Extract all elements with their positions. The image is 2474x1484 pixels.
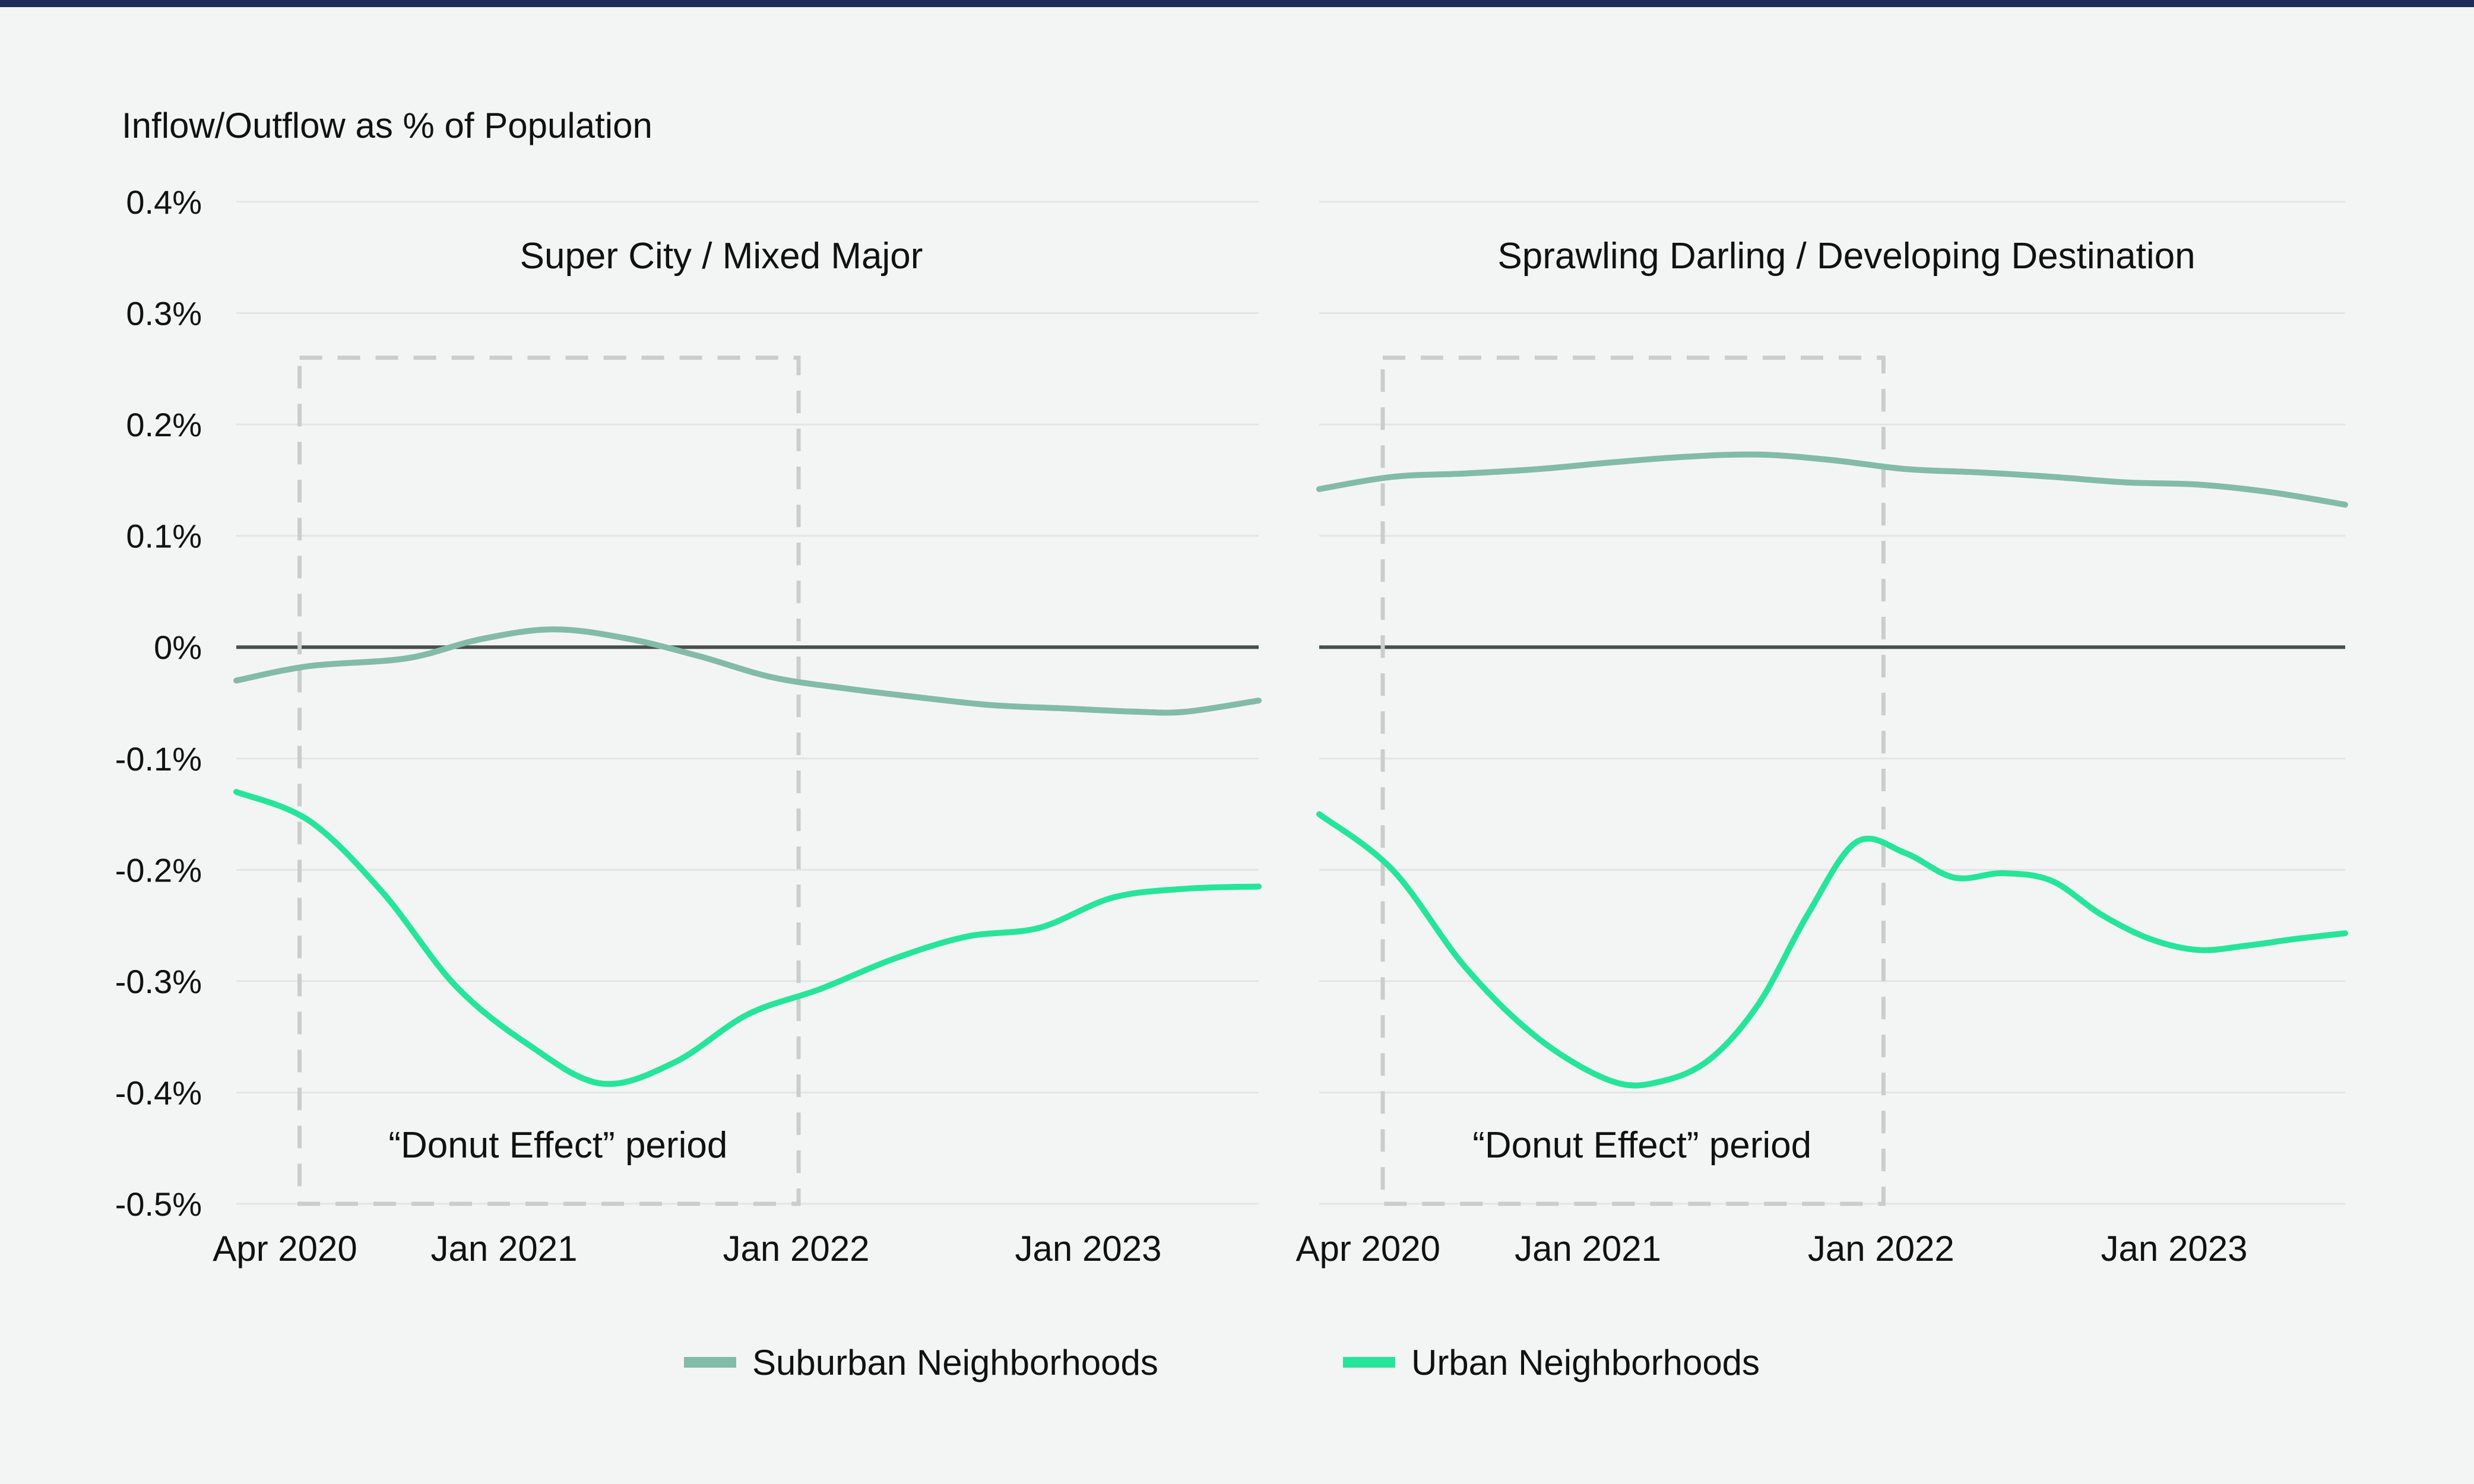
x-tick-label: Jan 2022 [1808,1229,1955,1269]
donut-effect-label: “Donut Effect” period [388,1125,727,1166]
top-accent-bar [0,0,2474,7]
legend-label: Urban Neighborhoods [1411,1343,1760,1382]
y-tick-label: 0.2% [126,406,202,443]
x-tick-label: Jan 2022 [723,1229,870,1269]
y-tick-label: -0.1% [115,740,202,778]
chart-title: Sprawling Darling / Developing Destinati… [1497,236,2195,277]
chart-title: Super City / Mixed Major [520,236,923,277]
donut-effect-label: “Donut Effect” period [1472,1125,1811,1166]
donut-effect-box [1380,356,1886,1206]
y-tick-label: -0.3% [115,963,202,1000]
y-tick-label: 0.3% [126,295,202,332]
x-tick-label: Jan 2023 [2101,1229,2248,1269]
y-tick-label: 0.4% [126,183,202,221]
y-tick-label: -0.2% [115,851,202,889]
chart-panel-1: 0.4% 0.3% 0.2% 0.1% 0% -0.1% -0.2% -0.3% -0.4% -0… [115,183,1262,1269]
x-tick-label: Jan 2021 [431,1229,578,1269]
y-tick-label: 0.1% [126,518,202,555]
series-line-urban-neighborhoods [1316,811,2348,1089]
donut-effect-box [297,356,801,1206]
y-tick-label: 0% [154,629,202,666]
x-tick-label: Jan 2023 [1015,1229,1162,1269]
series-line-urban-neighborhoods [233,789,1262,1087]
legend-label: Suburban Neighborhoods [752,1343,1158,1382]
series-line-suburban-neighborhoods [1316,451,2348,508]
x-tick-label: Apr 2020 [213,1229,357,1269]
legend: Suburban Neighborhoods Urban Neighborhood… [684,1343,1760,1382]
x-tick-label: Jan 2021 [1515,1229,1661,1269]
y-tick-label: -0.4% [115,1074,202,1111]
series-line-suburban-neighborhoods [233,626,1262,716]
y-tick-label: -0.5% [115,1185,202,1223]
chart-panel-2: “Donut Effect” period Sprawling Darling /… [1296,201,2348,1269]
x-tick-label: Apr 2020 [1296,1229,1441,1269]
y-axis-title: Inflow/Outflow as % of Population [122,106,652,145]
